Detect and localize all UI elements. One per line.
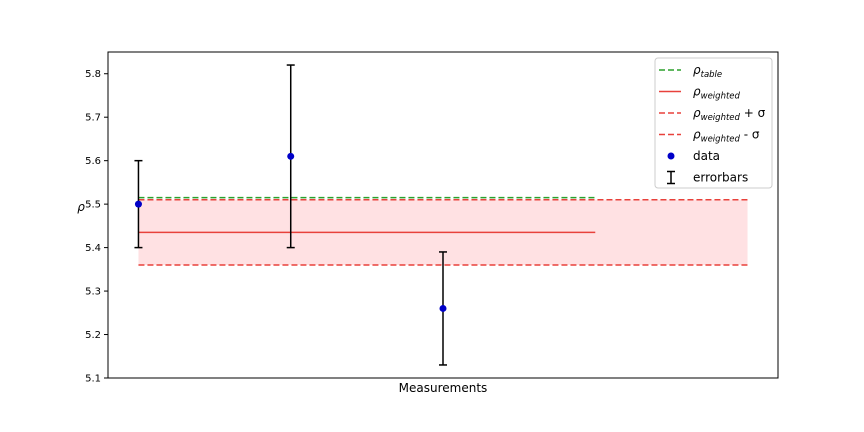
legend-label-plus: ρweighted + σ xyxy=(693,106,766,123)
legend-swatch-data xyxy=(667,152,675,160)
x-axis-label: Measurements xyxy=(399,381,488,395)
plot-frame xyxy=(107,51,779,379)
data-point-2 xyxy=(439,304,447,312)
legend-box xyxy=(654,57,773,189)
y-tick-label-2: 5.3 xyxy=(85,287,101,298)
y-tick-label-4: 5.5 xyxy=(85,200,101,211)
legend-label-data: data xyxy=(693,149,720,163)
legend: ρtable ρweighted ρweighted + σ ρweighted - … xyxy=(654,57,773,189)
y-tick-label-7: 5.8 xyxy=(85,69,101,80)
y-tick-label-3: 5.4 xyxy=(85,243,101,254)
y-axis-label: ρ xyxy=(77,200,85,214)
y-tick-label-5: 5.6 xyxy=(85,156,101,167)
y-tick-label-6: 5.7 xyxy=(85,113,101,124)
data-point-0 xyxy=(134,200,142,208)
legend-label-table: ρtable xyxy=(693,63,722,80)
y-tick-label-1: 5.2 xyxy=(85,330,101,341)
reference-lines-layer xyxy=(138,196,748,266)
y-tick-label-0: 5.1 xyxy=(85,374,101,385)
data-point-1 xyxy=(287,152,295,160)
legend-label-errorbars: errorbars xyxy=(693,171,748,185)
y-axis: 5.1 5.2 5.3 5.4 5.5 5.6 5.7 5.8 xyxy=(85,69,108,385)
legend-label-minus: ρweighted - σ xyxy=(693,128,760,145)
legend-label-weighted: ρweighted xyxy=(693,85,741,102)
data-points-layer xyxy=(134,152,447,312)
